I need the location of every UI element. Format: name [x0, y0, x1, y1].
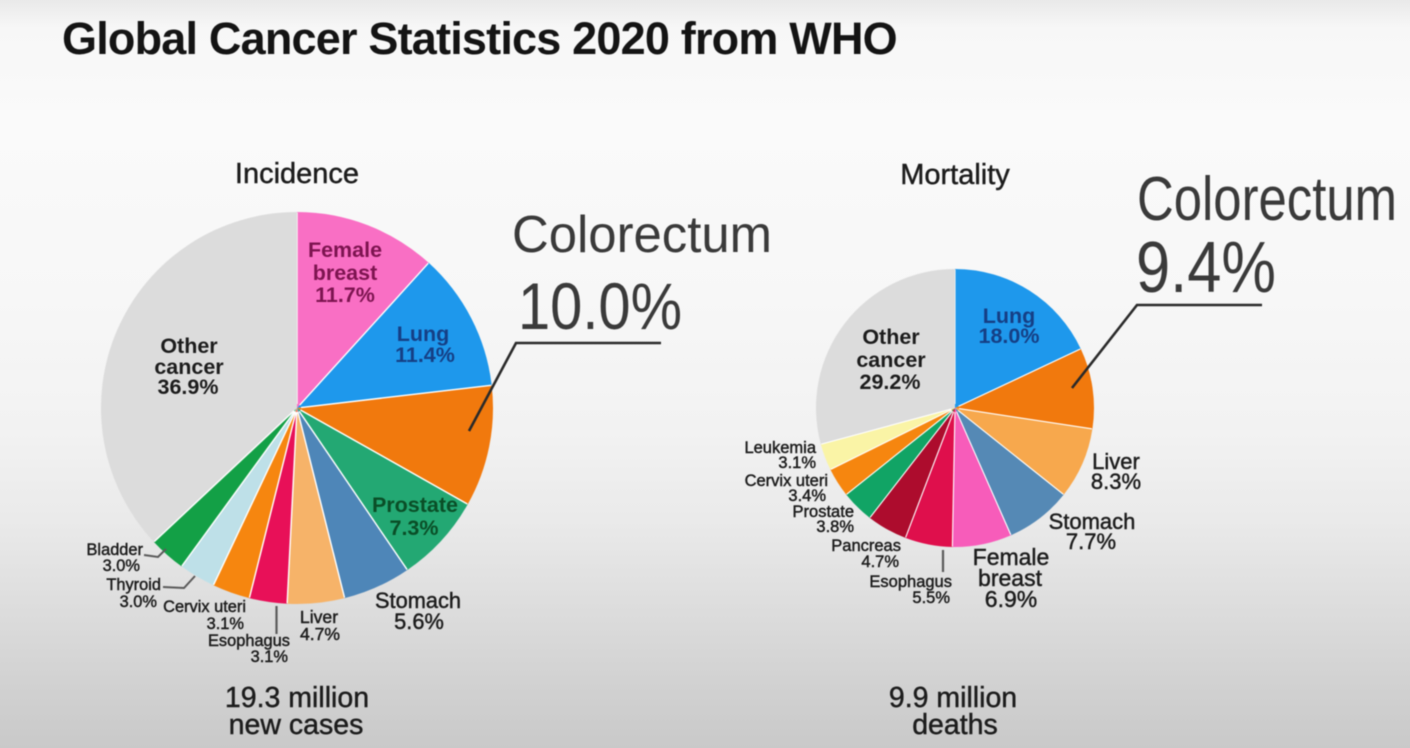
svg-text:Other: Other — [160, 334, 218, 358]
svg-text:Lung: Lung — [983, 304, 1036, 328]
svg-text:5.6%: 5.6% — [394, 609, 444, 634]
svg-text:29.2%: 29.2% — [860, 370, 921, 394]
svg-text:Other: Other — [862, 325, 920, 349]
svg-text:cancer: cancer — [154, 355, 224, 379]
svg-text:Incidence: Incidence — [235, 158, 359, 190]
svg-text:36.9%: 36.9% — [158, 375, 219, 399]
svg-text:11.7%: 11.7% — [315, 283, 375, 307]
svg-text:Stomach: Stomach — [1049, 509, 1136, 534]
svg-text:breast: breast — [978, 565, 1043, 591]
svg-text:Mortality: Mortality — [900, 159, 1010, 191]
svg-text:6.9%: 6.9% — [985, 586, 1037, 612]
svg-text:Esophagus: Esophagus — [208, 632, 290, 650]
svg-text:3.1%: 3.1% — [778, 454, 816, 472]
svg-text:Thyroid: Thyroid — [106, 576, 161, 594]
svg-text:9.9 million: 9.9 million — [889, 682, 1017, 714]
svg-text:4.7%: 4.7% — [300, 624, 340, 644]
svg-text:Liver: Liver — [1092, 449, 1140, 474]
svg-text:3.0%: 3.0% — [120, 593, 157, 611]
svg-text:11.4%: 11.4% — [395, 343, 455, 367]
svg-text:9.4%: 9.4% — [1136, 228, 1276, 308]
svg-text:Lung: Lung — [397, 322, 450, 346]
svg-text:8.3%: 8.3% — [1091, 469, 1141, 494]
svg-text:new cases: new cases — [229, 709, 364, 741]
svg-text:3.1%: 3.1% — [251, 648, 288, 666]
svg-text:3.8%: 3.8% — [816, 518, 854, 536]
svg-text:7.3%: 7.3% — [389, 516, 438, 540]
svg-text:Female: Female — [308, 238, 382, 262]
svg-text:Esophagus: Esophagus — [869, 573, 952, 591]
svg-text:Female: Female — [973, 544, 1050, 570]
svg-text:10.0%: 10.0% — [518, 269, 682, 343]
svg-text:deaths: deaths — [912, 709, 998, 741]
svg-text:18.0%: 18.0% — [979, 324, 1040, 348]
svg-text:Prostate: Prostate — [372, 493, 458, 517]
svg-text:Cervix uteri: Cervix uteri — [745, 472, 828, 490]
svg-text:Cervix uteri: Cervix uteri — [163, 598, 246, 616]
svg-text:19.3 million: 19.3 million — [225, 682, 369, 714]
svg-text:breast: breast — [313, 261, 378, 285]
svg-text:3.0%: 3.0% — [103, 557, 140, 575]
svg-text:Pancreas: Pancreas — [831, 537, 901, 555]
svg-text:7.7%: 7.7% — [1066, 529, 1116, 554]
svg-text:Prostate: Prostate — [793, 503, 854, 521]
svg-text:Liver: Liver — [300, 607, 338, 627]
svg-text:Stomach: Stomach — [375, 588, 461, 613]
svg-text:Bladder: Bladder — [87, 541, 144, 559]
svg-text:4.7%: 4.7% — [861, 553, 899, 571]
svg-text:3.4%: 3.4% — [788, 487, 826, 505]
svg-text:Colorectum: Colorectum — [512, 206, 772, 264]
svg-text:Colorectum: Colorectum — [1137, 165, 1397, 234]
svg-text:5.5%: 5.5% — [912, 589, 950, 607]
svg-text:cancer: cancer — [856, 348, 926, 372]
svg-text:Leukemia: Leukemia — [744, 439, 816, 457]
svg-text:3.1%: 3.1% — [207, 615, 244, 633]
